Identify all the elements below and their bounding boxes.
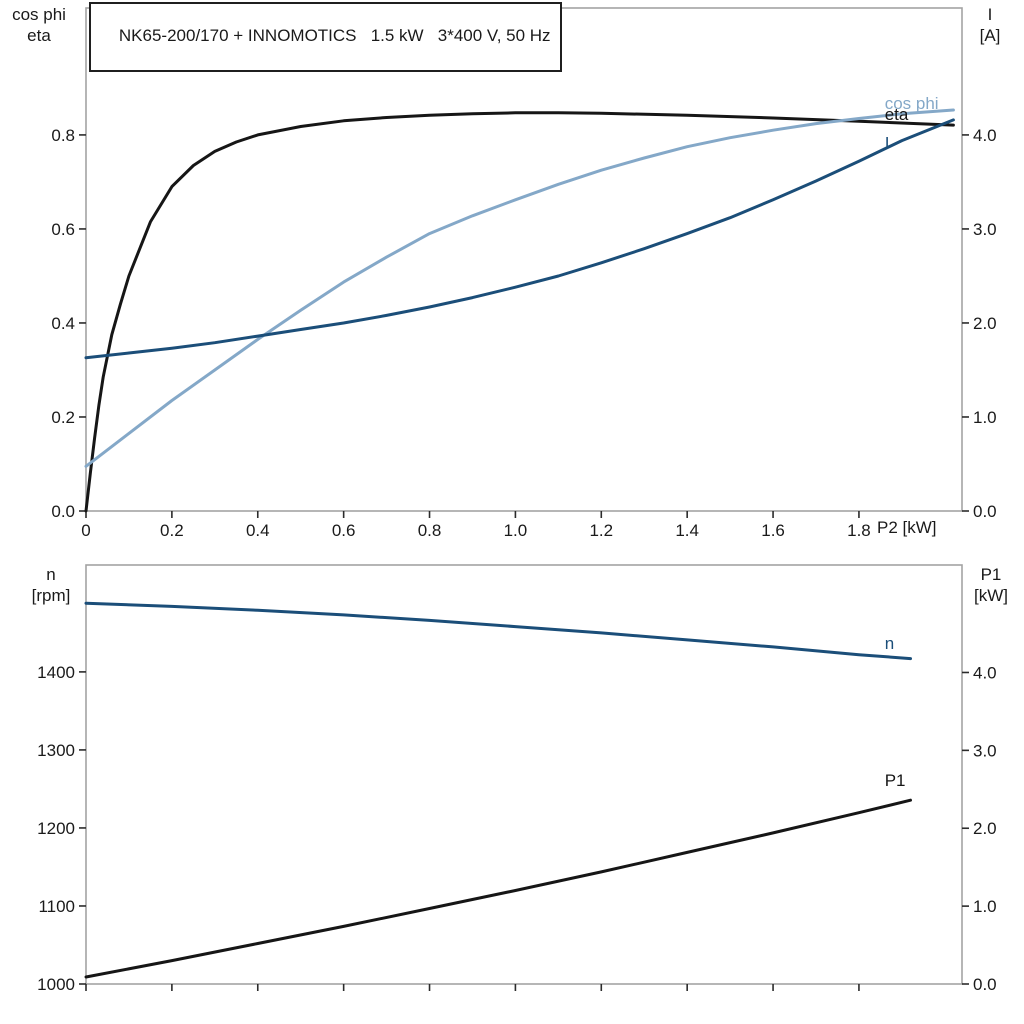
y-right-tick-label: 4.0 xyxy=(973,663,997,682)
y-right-tick-label: 0.0 xyxy=(973,502,997,521)
x-tick-label: 0.6 xyxy=(332,521,356,540)
y-left-tick-label: 0.4 xyxy=(51,314,75,333)
y-right-tick-label: 0.0 xyxy=(973,975,997,994)
right-axis-title-line2: [A] xyxy=(979,26,1001,45)
x-tick-label: 1.0 xyxy=(504,521,528,540)
plot-frame xyxy=(85,564,963,985)
curve-label-cos-phi: cos phi xyxy=(885,94,939,113)
x-tick-label: 1.8 xyxy=(847,521,871,540)
y-right-tick-label: 3.0 xyxy=(973,220,997,239)
y-left-tick-label: 1000 xyxy=(37,975,75,994)
curve-label-eta: eta xyxy=(885,105,909,124)
x-tick-label: 0.2 xyxy=(160,521,184,540)
top-chart-x-axis-title: P2 [kW] xyxy=(877,518,937,537)
curve-I xyxy=(84,118,955,360)
left-axis-title-line1: cos phi xyxy=(12,5,66,24)
curve-label-n: n xyxy=(885,634,894,653)
chart-title-box: NK65-200/170 + INNOMOTICS 1.5 kW 3*400 V… xyxy=(89,2,562,72)
curve-n xyxy=(84,601,912,661)
plot-frame xyxy=(85,7,963,512)
y-left-tick-label: 1300 xyxy=(37,741,75,760)
x-tick-label: 0.8 xyxy=(418,521,442,540)
left-axis-title-line2: [rpm] xyxy=(31,586,71,605)
y-left-tick-label: 0.2 xyxy=(51,408,75,427)
x-tick-label: 1.6 xyxy=(761,521,785,540)
right-axis-title-line1: P1 xyxy=(980,565,1002,584)
top-chart-left-axis-title: cos phi eta xyxy=(2,4,76,46)
top-chart-right-axis-title: I [A] xyxy=(962,4,1018,46)
y-right-tick-label: 1.0 xyxy=(973,408,997,427)
y-right-tick-label: 4.0 xyxy=(973,126,997,145)
x-tick-label: 1.2 xyxy=(589,521,613,540)
curve-P1 xyxy=(84,798,912,979)
right-axis-title-line2: [kW] xyxy=(974,586,1008,605)
left-axis-title-line2: eta xyxy=(27,26,51,45)
y-right-tick-label: 1.0 xyxy=(973,897,997,916)
y-left-tick-label: 0.0 xyxy=(51,502,75,521)
bottom-chart-left-axis-title: n [rpm] xyxy=(22,564,80,606)
curve-label-P1: P1 xyxy=(885,771,906,790)
y-right-tick-label: 2.0 xyxy=(973,314,997,333)
y-left-tick-label: 1100 xyxy=(38,897,75,916)
left-axis-title-line1: n xyxy=(46,565,56,584)
y-right-tick-label: 3.0 xyxy=(973,741,997,760)
right-axis-title-line1: I xyxy=(987,5,993,24)
x-tick-label: 0 xyxy=(81,521,90,540)
bottom-chart-right-axis-title: P1 [kW] xyxy=(962,564,1020,606)
x-tick-label: 0.4 xyxy=(246,521,270,540)
x-tick-label: 1.4 xyxy=(675,521,699,540)
curve-eta xyxy=(84,111,955,513)
y-left-tick-label: 0.8 xyxy=(51,126,75,145)
y-left-tick-label: 0.6 xyxy=(51,220,75,239)
chart-title: NK65-200/170 + INNOMOTICS 1.5 kW 3*400 V… xyxy=(118,26,551,45)
curve-label-I: I xyxy=(885,133,890,152)
y-left-tick-label: 1400 xyxy=(37,663,75,682)
y-left-tick-label: 1200 xyxy=(37,819,75,838)
y-right-tick-label: 2.0 xyxy=(973,819,997,838)
curve-cos-phi xyxy=(84,108,955,468)
